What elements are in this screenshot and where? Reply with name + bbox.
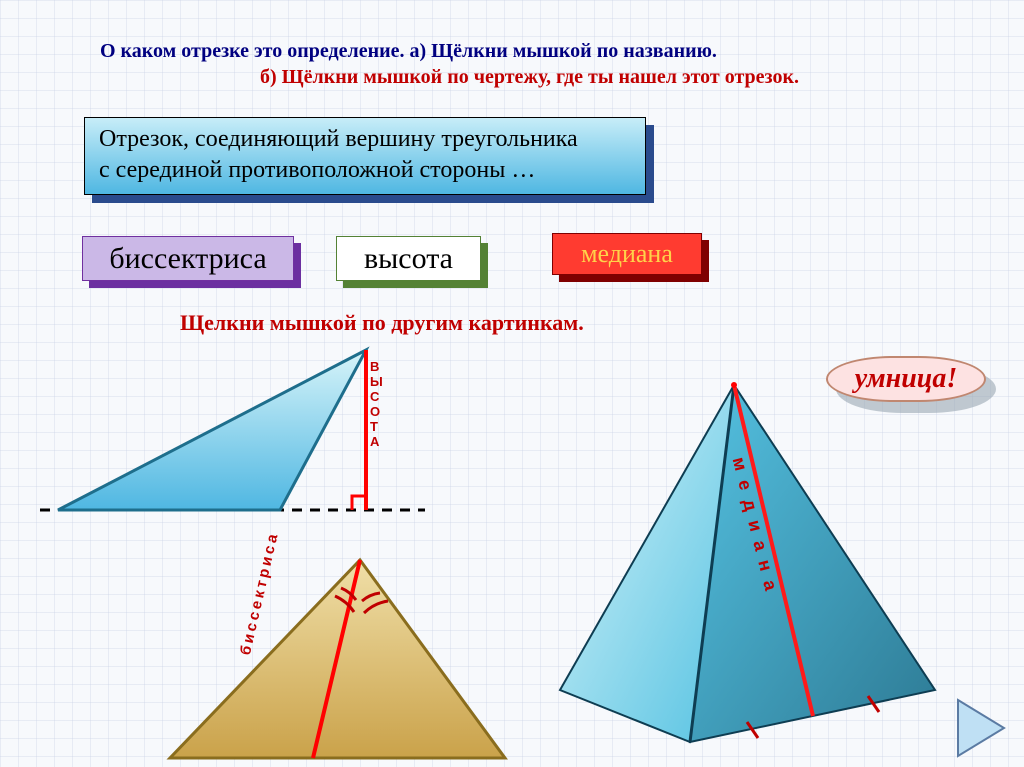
label-height: ВЫСОТА bbox=[370, 360, 383, 450]
pyramid-median[interactable] bbox=[560, 382, 935, 742]
nav-next[interactable] bbox=[958, 700, 1004, 756]
triangle-height[interactable] bbox=[40, 350, 425, 510]
diagrams-svg bbox=[0, 0, 1024, 767]
triangle-bisector[interactable] bbox=[170, 560, 505, 758]
